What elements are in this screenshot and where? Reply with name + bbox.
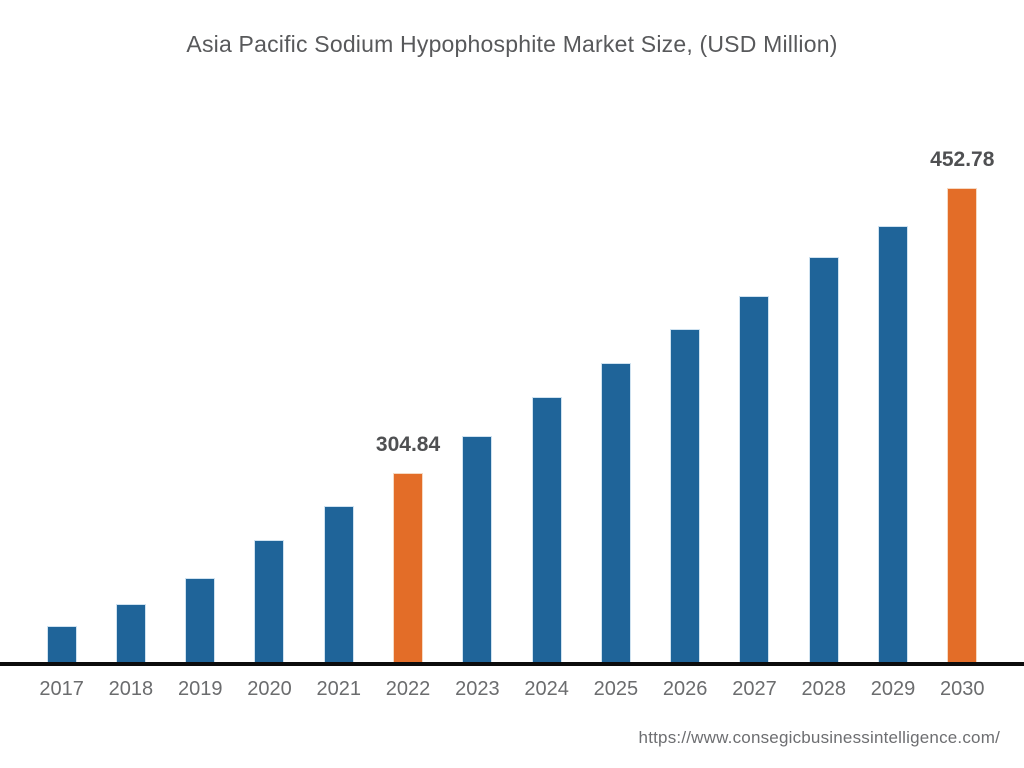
bar-column-2018: 2018 (96, 136, 165, 700)
bar-2017 (46, 626, 77, 666)
value-label-2030: 452.78 (930, 148, 995, 171)
x-tick-2024: 2024 (524, 678, 569, 700)
bar-2029 (878, 226, 909, 666)
x-tick-2023: 2023 (455, 678, 500, 700)
bar-2026 (670, 329, 701, 666)
x-tick-2020: 2020 (247, 678, 292, 700)
chart-title: Asia Pacific Sodium Hypophosphite Market… (186, 31, 838, 57)
bar-2023 (462, 436, 493, 666)
bar-column-2017: 2017 (27, 136, 96, 700)
value-label-2022: 304.84 (375, 433, 441, 456)
bar-column-2024: 2024 (512, 136, 581, 700)
bar-2018 (115, 604, 146, 666)
x-tick-2026: 2026 (662, 678, 708, 700)
bar-2028 (808, 257, 839, 666)
source-url-link[interactable]: https://www.consegicbusinessintelligence… (638, 728, 1000, 747)
x-tick-2025: 2025 (593, 678, 639, 700)
bar-column-2025: 2025 (581, 136, 650, 700)
x-tick-2027: 2027 (732, 678, 777, 700)
bar-column-2021: 2021 (304, 136, 373, 700)
bar-plot-area: 2017 2018 2019 2020 2021 304.84 2022 2023 2024 20… (27, 136, 997, 700)
bar-column-2028: 2028 (789, 136, 858, 700)
bar-2030 (947, 188, 978, 666)
bar-column-2020: 2020 (235, 136, 304, 700)
x-axis-line (0, 662, 1024, 666)
bar-2027 (739, 296, 770, 666)
bar-2019 (185, 578, 216, 666)
x-tick-2018: 2018 (108, 678, 154, 700)
x-tick-2029: 2029 (870, 678, 916, 700)
bar-column-2023: 2023 (443, 136, 512, 700)
x-tick-2028: 2028 (801, 678, 846, 700)
x-tick-2030: 2030 (940, 678, 985, 700)
x-tick-2019: 2019 (177, 678, 223, 700)
bar-column-2026: 2026 (651, 136, 720, 700)
x-tick-2021: 2021 (316, 678, 362, 700)
bar-column-2022: 304.84 2022 (373, 136, 442, 700)
x-tick-2017: 2017 (39, 678, 84, 700)
bar-2021 (323, 506, 354, 666)
bar-2024 (531, 397, 562, 666)
x-tick-2022: 2022 (385, 678, 431, 700)
bar-column-2027: 2027 (720, 136, 789, 700)
bar-2020 (254, 540, 285, 666)
bar-column-2019: 2019 (166, 136, 235, 700)
bar-column-2030: 452.78 2030 (928, 136, 997, 700)
bar-2025 (600, 363, 631, 666)
bar-column-2029: 2029 (858, 136, 927, 700)
bar-2022 (393, 473, 424, 666)
